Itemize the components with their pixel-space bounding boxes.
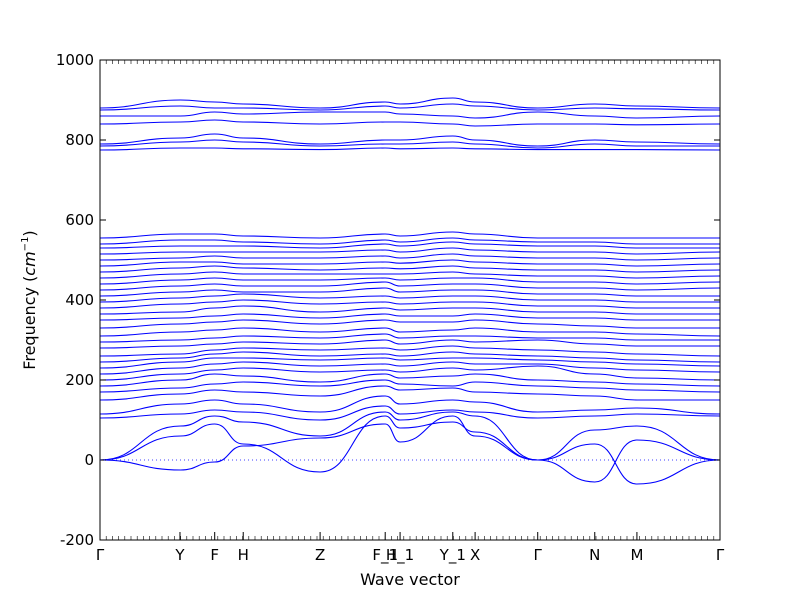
band-line: [99, 299, 720, 309]
x-axis-label: Wave vector: [360, 570, 460, 589]
band-line: [99, 277, 721, 285]
band-line: [99, 351, 721, 363]
x-tick-label: Γ: [534, 546, 543, 564]
band-line: [99, 237, 720, 245]
band-line: [99, 287, 720, 297]
band-line: [99, 379, 721, 393]
x-tick-label: M: [630, 546, 643, 564]
y-axis-label-close: ): [20, 230, 39, 236]
band-line: [99, 339, 720, 349]
band-line: [99, 259, 721, 267]
y-axis-label: Frequency (cm−1): [20, 230, 39, 369]
y-axis-label-unit: cm: [20, 251, 39, 275]
x-tick-label: F: [210, 546, 219, 564]
band-line: [99, 265, 721, 273]
band-line: [99, 411, 721, 461]
y-axis-label-exp: −1: [20, 237, 31, 252]
y-tick-label: 800: [65, 131, 94, 149]
band-line: [99, 395, 721, 415]
band-line: [99, 385, 720, 401]
band-line: [99, 97, 721, 109]
band-line: [99, 241, 720, 249]
band-line: [99, 361, 721, 375]
x-tick-label: H: [238, 546, 249, 564]
x-tick-label: N: [589, 546, 600, 564]
band-line: [99, 103, 721, 111]
band-line: [99, 415, 721, 485]
band-line: [99, 271, 721, 279]
y-tick-label: 200: [65, 371, 94, 389]
x-tick-label: H_1: [386, 546, 414, 565]
x-tick-label: Γ: [716, 546, 725, 564]
band-line: [99, 333, 720, 343]
band-line: [99, 231, 720, 239]
band-line: [99, 111, 721, 119]
band-line: [99, 293, 720, 303]
y-tick-label: 400: [65, 291, 94, 309]
x-tick-label: Z: [315, 546, 325, 564]
band-line: [99, 327, 721, 337]
band-line: [99, 139, 720, 149]
x-tick-label: F_1: [372, 546, 398, 565]
x-ticks: Γ Y F H Z F_1H_1 Y_1 X Γ N M Γ: [96, 60, 725, 565]
x-tick-label: Y_1: [439, 546, 466, 565]
y-tick-label: 600: [65, 211, 94, 229]
band-lines: [99, 97, 721, 485]
band-line: [99, 365, 721, 381]
band-line: [99, 119, 721, 127]
y-axis-label-main: Frequency (: [20, 276, 39, 370]
y-tick-label: 0: [84, 451, 94, 469]
band-line: [99, 357, 721, 369]
band-line: [99, 345, 721, 357]
band-line: [99, 147, 721, 151]
y-ticks: -200 0 200 400 600 800 1000: [56, 51, 720, 549]
band-line: [99, 313, 720, 321]
y-tick-label: -200: [60, 531, 94, 549]
band-line: [99, 415, 721, 483]
x-tick-label: Γ: [96, 546, 105, 564]
y-tick-label: 1000: [56, 51, 94, 69]
band-line: [99, 253, 721, 261]
band-line: [99, 373, 721, 387]
band-line: [99, 247, 721, 255]
plot-frame: [99, 59, 721, 541]
band-line: [99, 319, 720, 329]
x-tick-label: Y: [174, 546, 185, 564]
band-line: [99, 305, 720, 315]
band-line: [99, 133, 721, 147]
x-tick-label: X: [470, 546, 480, 564]
band-line: [99, 405, 721, 421]
band-line: [99, 281, 721, 291]
